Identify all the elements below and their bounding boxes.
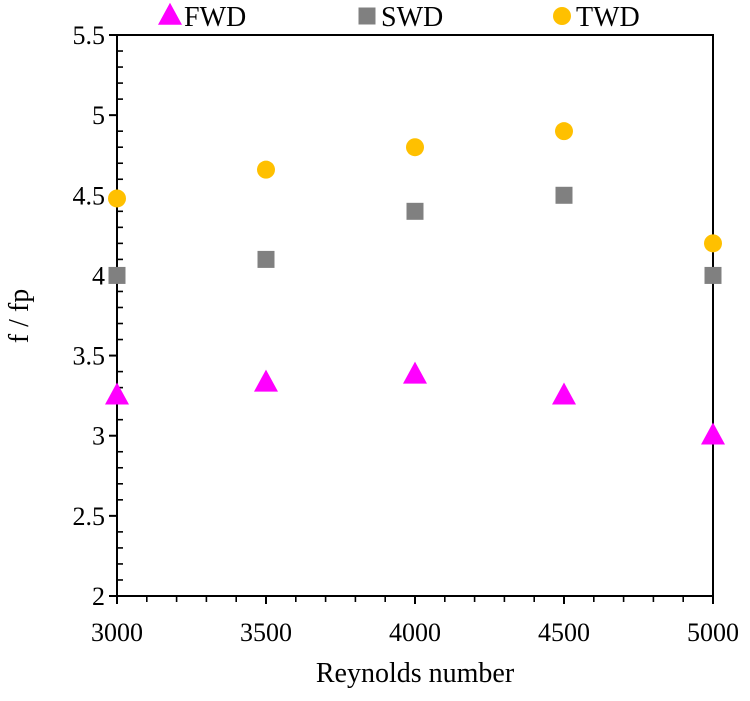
data-point-twd xyxy=(555,122,573,141)
data-point-swd xyxy=(406,202,424,220)
y-tick-label: 2.5 xyxy=(73,502,106,531)
x-tick-label: 4500 xyxy=(538,618,590,647)
x-tick-label: 4000 xyxy=(389,618,441,647)
legend: FWD SWD TWD xyxy=(158,2,640,33)
y-tick-label: 4.5 xyxy=(73,181,106,210)
data-point-fwd xyxy=(552,382,576,405)
y-tick-label: 5.5 xyxy=(73,21,106,50)
legend-marker-fwd xyxy=(158,2,182,25)
data-point-fwd xyxy=(403,361,427,384)
y-tick-label: 5 xyxy=(92,101,105,130)
data-point-fwd xyxy=(254,369,278,392)
legend-label-twd: TWD xyxy=(576,2,640,33)
y-axis-title: f / fp xyxy=(4,289,35,343)
tick-group: 2 2.5 3 3.5 4 4.5 5 5.5 3000 3500 4000 4500 5000 xyxy=(73,21,740,647)
y-tick-label: 3 xyxy=(92,422,105,451)
data-point-twd xyxy=(406,138,424,157)
data-points-group xyxy=(105,122,725,445)
data-point-fwd xyxy=(105,382,129,405)
plot-frame xyxy=(116,34,714,597)
legend-label-swd: SWD xyxy=(381,2,443,33)
data-point-swd xyxy=(108,266,126,284)
x-tick-label: 3000 xyxy=(91,618,143,647)
axes-group xyxy=(116,34,714,597)
y-tick-label: 4 xyxy=(92,261,105,290)
y-tick-label: 2 xyxy=(92,582,105,611)
data-point-swd xyxy=(257,250,275,268)
data-point-swd xyxy=(555,186,573,204)
legend-marker-twd xyxy=(553,7,571,25)
x-tick-label: 3500 xyxy=(240,618,292,647)
data-point-twd xyxy=(108,189,126,208)
legend-label-fwd: FWD xyxy=(184,2,246,33)
y-tick-label: 3.5 xyxy=(73,342,106,371)
legend-marker-swd xyxy=(358,7,376,25)
data-point-swd xyxy=(704,266,722,284)
x-tick-label: 5000 xyxy=(687,618,739,647)
data-point-twd xyxy=(704,234,722,253)
data-point-twd xyxy=(257,160,275,179)
x-axis-title: Reynolds number xyxy=(316,658,515,689)
data-point-fwd xyxy=(701,422,725,445)
